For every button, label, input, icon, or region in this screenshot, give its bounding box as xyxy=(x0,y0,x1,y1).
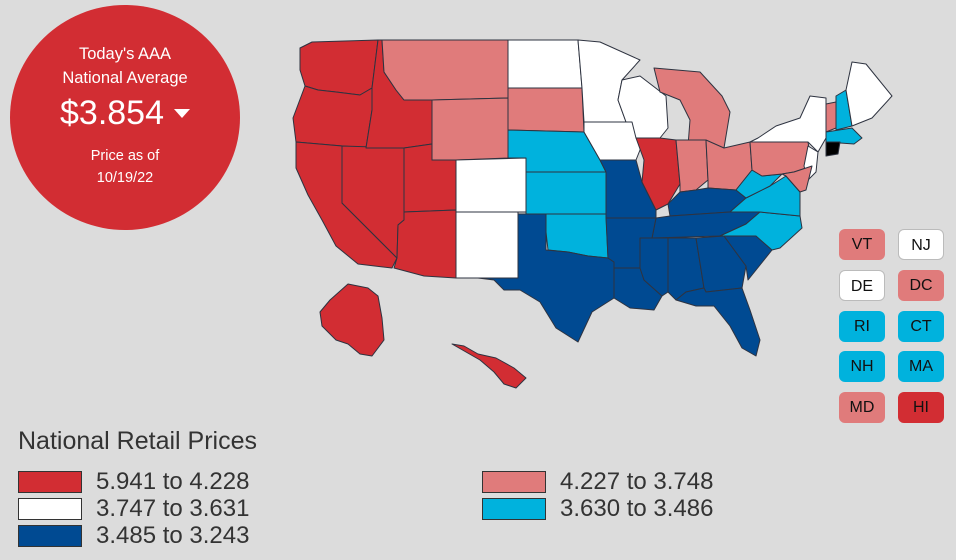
legend-title: National Retail Prices xyxy=(18,427,257,455)
state-md[interactable] xyxy=(781,165,813,193)
state-ks[interactable] xyxy=(525,171,607,215)
state-co[interactable] xyxy=(455,157,527,213)
legend-label: 3.630 to 3.486 xyxy=(560,495,714,522)
state-me[interactable] xyxy=(845,61,893,127)
legend-label: 4.227 to 3.748 xyxy=(560,468,714,495)
tile-de[interactable]: DE xyxy=(839,270,885,301)
state-or[interactable] xyxy=(292,85,373,149)
legend-label: 3.485 to 3.243 xyxy=(96,522,250,549)
state-tx[interactable] xyxy=(477,213,615,343)
national-average-price: $3.854 xyxy=(10,93,240,133)
national-average-badge: Today's AAA National Average $3.854 Pric… xyxy=(10,5,240,230)
price-value: $3.854 xyxy=(60,94,164,132)
state-az[interactable] xyxy=(393,209,457,279)
legend-item: 3.485 to 3.243 xyxy=(18,522,250,549)
price-asof-date: 10/19/22 xyxy=(96,170,154,186)
price-asof-label: Price as of xyxy=(90,148,160,164)
tile-md[interactable]: MD xyxy=(839,392,885,423)
badge-title-line2: National Average xyxy=(62,69,188,87)
state-nd[interactable] xyxy=(507,39,583,89)
map-states xyxy=(292,39,893,389)
state-in[interactable] xyxy=(675,139,709,193)
legend-item: 5.941 to 4.228 xyxy=(18,468,250,495)
legend-swatch xyxy=(18,471,82,493)
legend-label: 5.941 to 4.228 xyxy=(96,468,250,495)
tile-ma[interactable]: MA xyxy=(898,351,944,382)
badge-title-line1: Today's AAA xyxy=(78,45,172,63)
state-ma[interactable] xyxy=(825,127,863,145)
legend-swatch xyxy=(18,498,82,520)
price-down-arrow-icon xyxy=(174,109,190,118)
state-mo[interactable] xyxy=(599,159,657,219)
badge-title: Today's AAA National Average xyxy=(10,42,240,90)
state-nm[interactable] xyxy=(455,211,519,279)
state-wa[interactable] xyxy=(299,39,379,96)
state-hi[interactable] xyxy=(451,343,527,389)
state-wy[interactable] xyxy=(431,97,509,161)
state-nc[interactable] xyxy=(719,211,803,251)
tile-vt[interactable]: VT xyxy=(839,229,885,260)
legend-item: 3.747 to 3.631 xyxy=(18,495,250,522)
legend-swatch xyxy=(482,471,546,493)
tile-hi[interactable]: HI xyxy=(898,392,944,423)
state-ct[interactable] xyxy=(825,141,841,157)
tile-ri[interactable]: RI xyxy=(839,311,885,342)
state-ak[interactable] xyxy=(319,283,385,357)
tile-dc[interactable]: DC xyxy=(898,270,944,301)
legend-swatch xyxy=(18,525,82,547)
legend-swatch xyxy=(482,498,546,520)
state-fl[interactable] xyxy=(675,287,761,357)
legend-item: 4.227 to 3.748 xyxy=(482,468,714,495)
legend-label: 3.747 to 3.631 xyxy=(96,495,250,522)
tile-nj[interactable]: NJ xyxy=(898,229,944,260)
price-date: Price as of 10/19/22 xyxy=(10,145,240,189)
tile-nh[interactable]: NH xyxy=(839,351,885,382)
legend-item: 3.630 to 3.486 xyxy=(482,495,714,522)
tile-ct[interactable]: CT xyxy=(898,311,944,342)
state-sd[interactable] xyxy=(507,87,585,133)
state-mt[interactable] xyxy=(381,39,509,101)
state-vt[interactable] xyxy=(825,101,837,133)
